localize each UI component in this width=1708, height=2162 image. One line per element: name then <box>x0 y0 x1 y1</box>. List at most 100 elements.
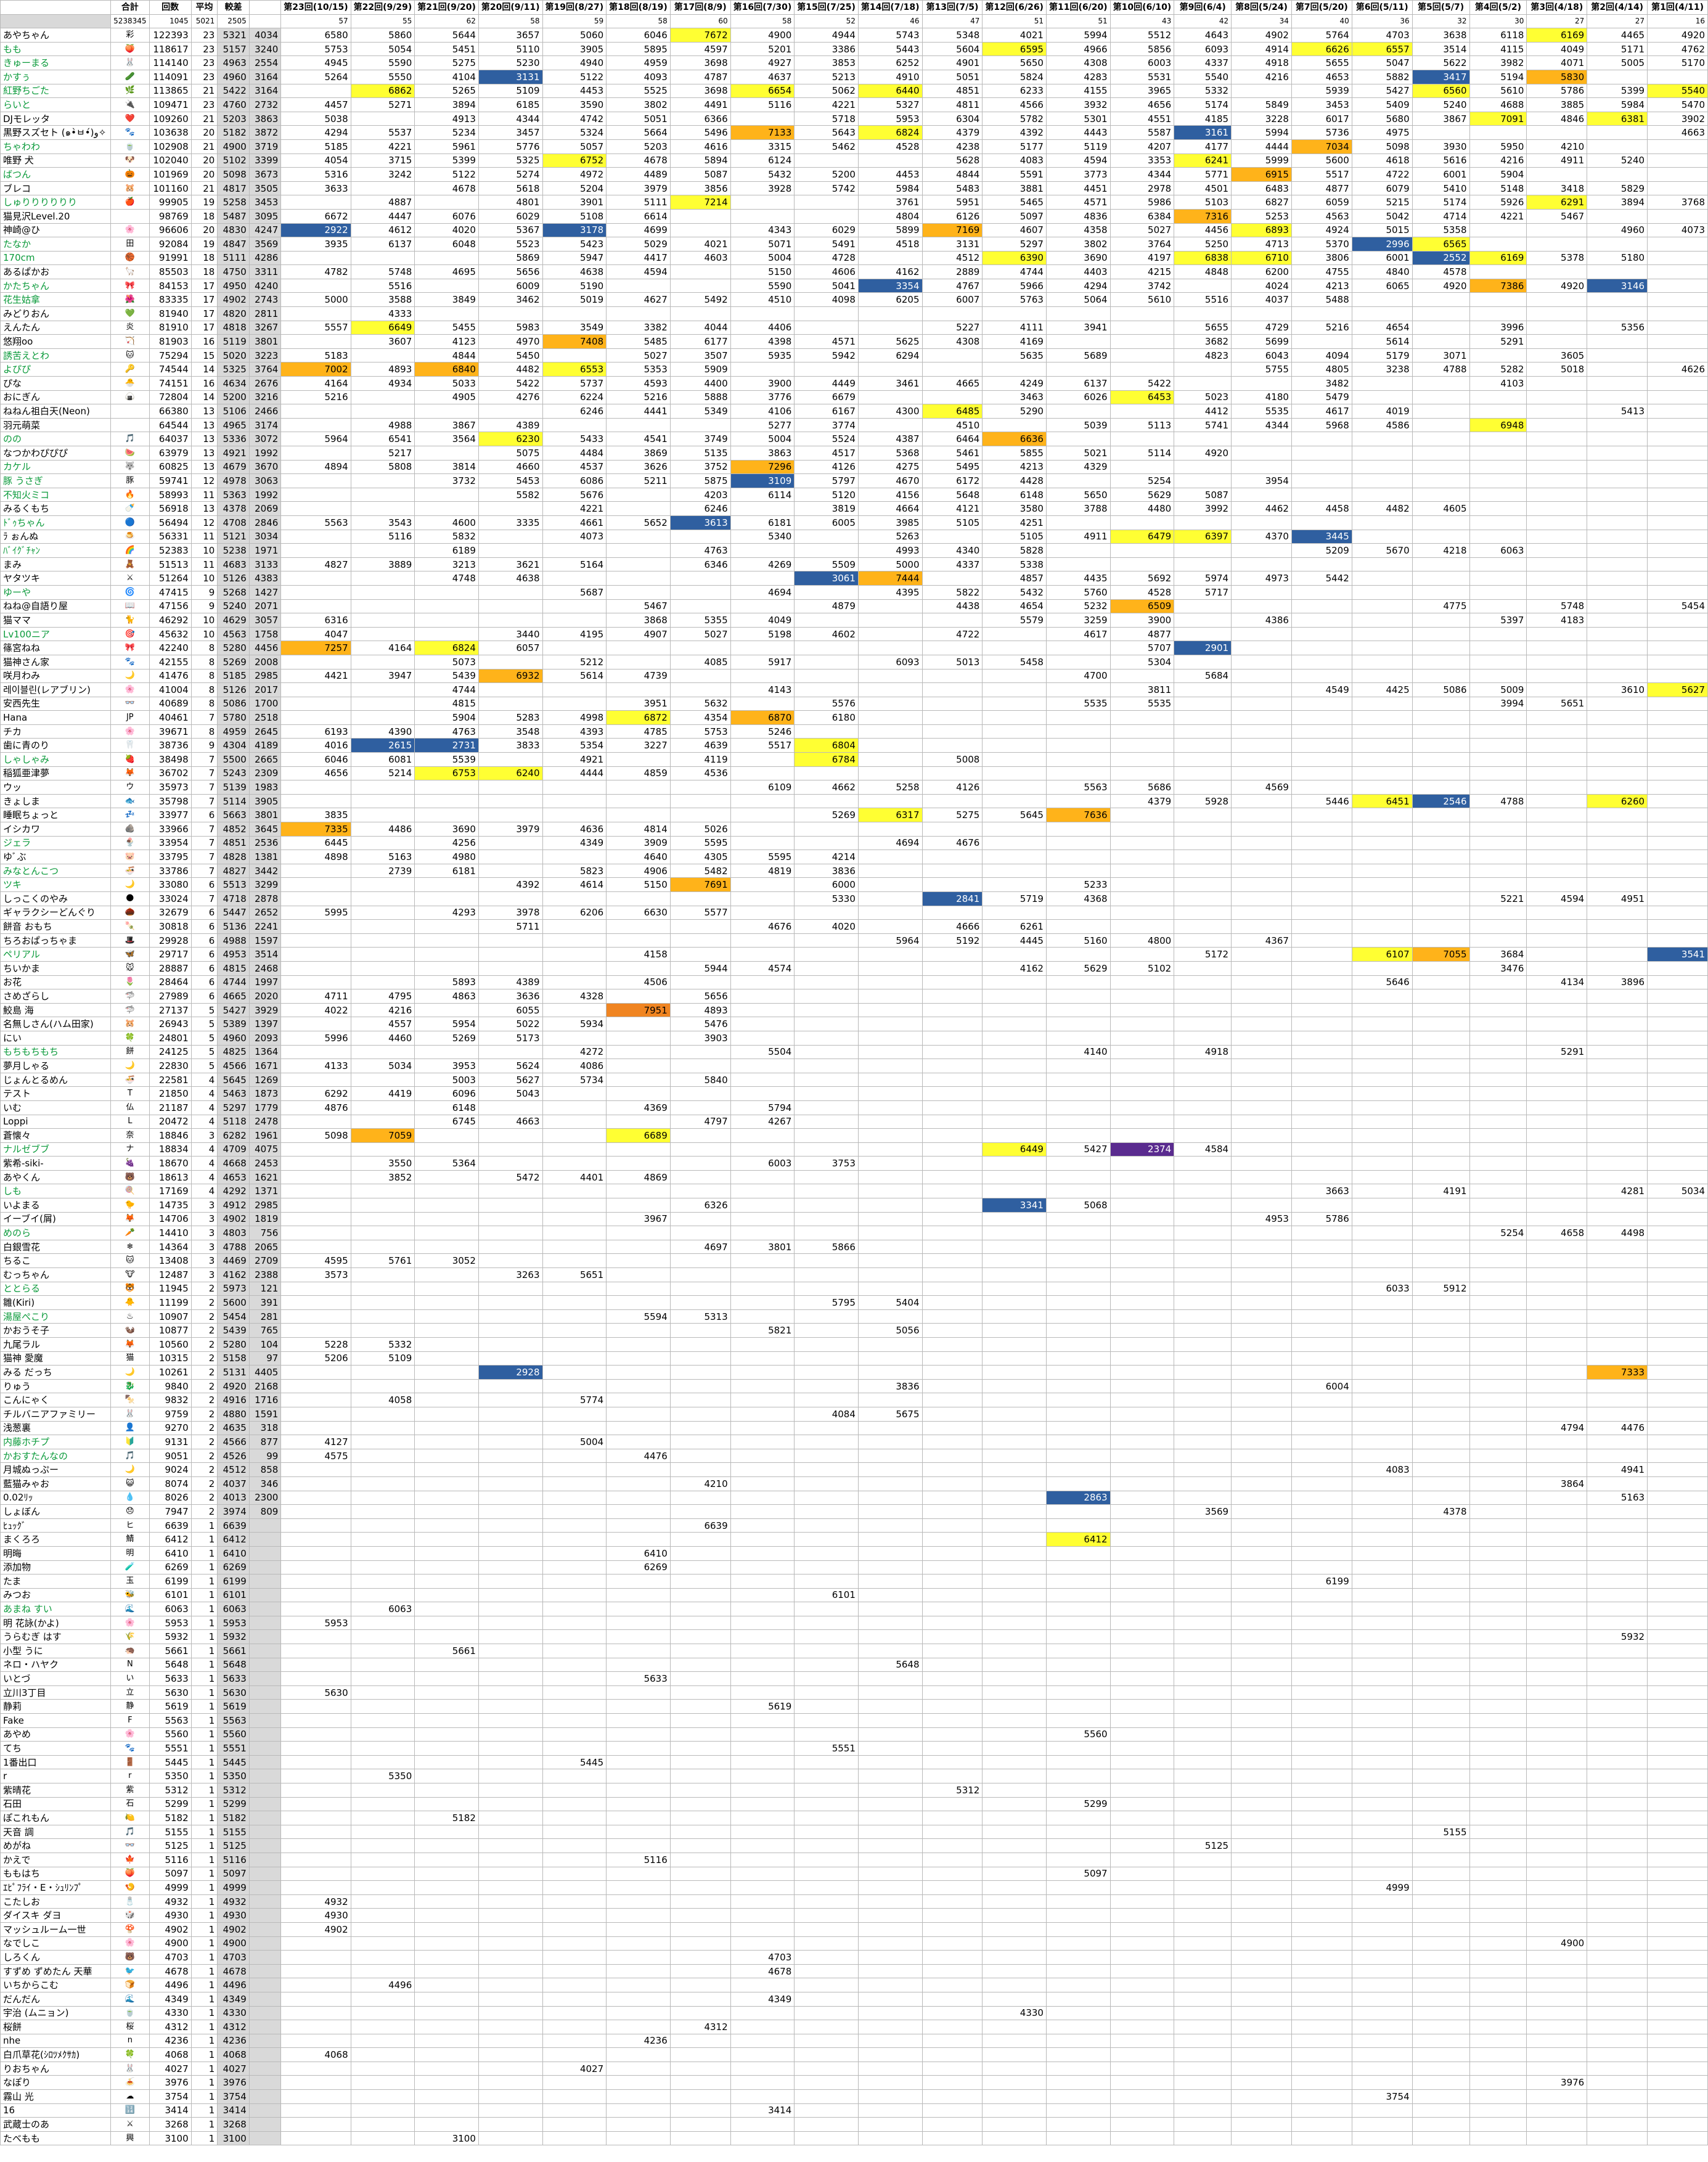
table-row[interactable]: 篠宮ねね 🎀 42240 8 5280 4456 7257 4164 6824 6057 5707 2… <box>0 641 1708 655</box>
table-row[interactable]: あやめ 🌸 5560 1 5560 5560 <box>0 1727 1708 1742</box>
table-row[interactable]: もちもちもち餅 24125 5 4825 1364 4272 5504 4140 4918 529… <box>0 1044 1708 1060</box>
table-row[interactable]: イーブイ(屑) 🦊 14706 3 4902 1819 3967 4953 5786 <box>0 1211 1708 1227</box>
table-row[interactable]: 明晦明 6410 1 6410 6410 <box>0 1546 1708 1561</box>
table-row[interactable]: 1番出口 🚪 5445 1 5445 5445 <box>0 1755 1708 1770</box>
table-row[interactable]: いむ仏 21187 4 5297 1779 4876 6148 4369 5794 <box>0 1100 1708 1115</box>
table-row[interactable]: かえで 🍁 5116 1 5116 5116 <box>0 1852 1708 1867</box>
table-row[interactable]: nhe n 4236 1 4236 4236 <box>0 2033 1708 2049</box>
table-row[interactable]: DJモレッタ ❤️ 109260 21 5203 3863 5038 4913 4344 4742… <box>0 111 1708 126</box>
table-row[interactable]: ヤタツキ ⚔ 51264 10 5126 4383 4748 4638 3061 7444 4857… <box>0 571 1708 586</box>
table-row[interactable]: 天音 調 🎵 5155 1 5155 5155 <box>0 1824 1708 1840</box>
table-row[interactable]: 0.02ﾘｯ 💧 8026 2 4013 2300 2863 5163 <box>0 1490 1708 1505</box>
table-row[interactable]: 紫希-siki- 🍇 18670 4 4668 2453 3550 5364 6003 3753 <box>0 1156 1708 1171</box>
table-row[interactable]: まみ 🧸 51513 11 4683 3133 4827 3889 3213 3621 5164 63… <box>0 557 1708 572</box>
table-row[interactable]: イシカワ 🪨 33966 7 4852 3645 7335 4486 3690 3979 4636 4… <box>0 822 1708 837</box>
table-row[interactable]: 誘苦えとわ 🐱 75294 15 5020 3223 5183 4844 5450 5027 350… <box>0 348 1708 363</box>
table-row[interactable]: チカ 🌸 39671 8 4959 2645 6193 4390 4763 3548 4393 478… <box>0 724 1708 739</box>
table-row[interactable]: ネロ・ハヤク N 5648 1 5648 5648 <box>0 1657 1708 1673</box>
table-row[interactable]: 湯屋ぺこり ♨ 10907 2 5454 281 5594 5313 <box>0 1309 1708 1324</box>
table-row[interactable]: らいと 🔌 109471 23 4760 2732 4457 5271 3894 6185 3590… <box>0 97 1708 112</box>
table-row[interactable]: かおすたんなの 🎵 9051 2 4526 99 4575 4476 <box>0 1448 1708 1464</box>
table-row[interactable]: ちるこ 🐱 13408 3 4469 2709 4595 5761 3052 <box>0 1253 1708 1269</box>
table-row[interactable]: しろくん 🐻 4703 1 4703 4703 <box>0 1950 1708 1965</box>
table-row[interactable]: ぽこれもん 🍋 5182 1 5182 5182 <box>0 1811 1708 1825</box>
table-row[interactable]: ツキ 🌙 33080 6 5513 3299 4392 4614 5150 7691 6000 523… <box>0 877 1708 892</box>
table-row[interactable]: 宇治 (ムニョン) 🍵 4330 1 4330 4330 <box>0 2005 1708 2021</box>
table-row[interactable]: 稲狐亜津夢 🦊 36702 7 5243 2309 4656 5214 6753 6240 4444… <box>0 766 1708 781</box>
table-row[interactable]: テスト T 21850 4 5463 1873 6292 4419 6096 5043 <box>0 1086 1708 1101</box>
table-row[interactable]: ﾄﾞｩちゃん 🔵 56494 12 4708 2846 5563 3543 4600 3335 46… <box>0 515 1708 530</box>
table-row[interactable]: ﾗ ぉんぬ 🍮 56331 11 5121 3034 5116 5832 4073 5340 526… <box>0 529 1708 544</box>
table-row[interactable]: よぴぴ 🔑 74544 14 5325 3764 7002 4893 6840 4482 6553 5… <box>0 362 1708 377</box>
table-row[interactable]: 豚 うさぎ豚 59741 12 4978 3063 3732 5453 6086 5211 587… <box>0 473 1708 488</box>
table-row[interactable]: ナルゼブブナ 18834 4 4709 4075 6449 5427 2374 4584 <box>0 1142 1708 1157</box>
table-row[interactable]: 猫神 愛魔猫 10315 2 5158 97 5206 5109 <box>0 1351 1708 1366</box>
table-row[interactable]: 小型 うに 🦔 5661 1 5661 5661 <box>0 1644 1708 1658</box>
table-row[interactable]: めのら 🥕 14410 3 4803 756 5254 4658 4498 <box>0 1226 1708 1240</box>
table-row[interactable]: 蒼懐々奈 18846 3 6282 1961 5098 7059 6689 <box>0 1128 1708 1143</box>
table-row[interactable]: あるぱかお 🦙 85503 18 4750 3311 4782 5748 4695 5656 463… <box>0 264 1708 279</box>
table-row[interactable]: 添加物 🧪 6269 1 6269 6269 <box>0 1560 1708 1575</box>
table-row[interactable]: きゅーまる 🐰 114140 23 4963 2554 4945 5590 5275 5230 49… <box>0 55 1708 70</box>
table-row[interactable]: 月城ぬっぷー 🌙 9024 2 4512 858 4083 4941 <box>0 1462 1708 1477</box>
table-row[interactable]: みるくもち 🍼 56918 13 4378 2069 4221 6246 3819 4664 412… <box>0 501 1708 516</box>
table-row[interactable]: 歯に青のり 🦷 38736 9 4304 4189 4016 2615 2731 3833 5354… <box>0 738 1708 753</box>
table-row[interactable]: たなか田 92084 19 4847 3569 3935 6137 6048 5523 5423 5… <box>0 237 1708 252</box>
table-row[interactable]: なぽり 🍝 3976 1 3976 3976 <box>0 2075 1708 2090</box>
table-row[interactable]: いよまる 🐤 14735 3 4912 2985 6326 3341 5068 <box>0 1198 1708 1213</box>
table-row[interactable]: 藍猫みゃお 😺 8074 2 4037 346 4210 3864 <box>0 1476 1708 1491</box>
table-row[interactable]: 紫晴花紫 5312 1 5312 5312 <box>0 1783 1708 1798</box>
table-row[interactable]: もも 🍑 118617 23 5157 3240 5753 5054 5451 5110 3905 5… <box>0 41 1708 57</box>
table-row[interactable]: じょんとるめん 🍜 22581 4 5645 1269 5003 5627 5734 5840 <box>0 1072 1708 1087</box>
table-row[interactable]: さめざらし 🦈 27989 6 4665 2020 4711 4795 4863 3636 4328… <box>0 989 1708 1004</box>
table-row[interactable]: 悠翔oo 🏹 81903 16 5119 3801 3607 4123 4970 7408 5485… <box>0 334 1708 349</box>
table-row[interactable]: 咲月わみ 🌙 41476 8 5185 2985 4421 3947 5439 6932 5614 4… <box>0 668 1708 684</box>
table-row[interactable]: おにぎん 🍙 72804 14 5200 3216 5216 4905 4276 6224 5216… <box>0 390 1708 405</box>
table-row[interactable]: しっこくのやみ 🌑 33024 7 4718 2878 5330 2841 5719 4368 52… <box>0 891 1708 906</box>
table-row[interactable]: いとづい 5633 1 5633 5633 <box>0 1671 1708 1686</box>
table-row[interactable]: りゅう 🐉 9840 2 4920 2168 3836 6004 <box>0 1378 1708 1394</box>
table-row[interactable]: しょぼん 😞 7947 2 3974 809 3569 4378 <box>0 1504 1708 1519</box>
table-row[interactable]: ｴﾋﾟﾌﾗｲ・E・ｼｭﾘﾝﾌﾟ 🍤 4999 1 4999 4999 <box>0 1880 1708 1895</box>
table-row[interactable]: あやくん 🐻 18613 4 4653 1621 3852 5472 4401 4869 <box>0 1169 1708 1185</box>
table-row[interactable]: カケル 🐺 60825 13 4679 3670 4894 5808 3814 4660 4537 3… <box>0 459 1708 475</box>
table-row[interactable]: のの 🎵 64037 13 5336 3072 5964 6541 3564 6230 5433 45… <box>0 432 1708 446</box>
table-row[interactable]: 16 🔢 3414 1 3414 3414 <box>0 2103 1708 2118</box>
table-row[interactable]: 静莉静 5619 1 5619 5619 <box>0 1699 1708 1714</box>
table-row[interactable]: 浅葱裏 👤 9270 2 4635 318 4794 4476 <box>0 1420 1708 1436</box>
table-row[interactable]: ぴな 🐣 74151 16 4634 2676 4164 4934 5033 5422 5737 45… <box>0 376 1708 391</box>
table-row[interactable]: ゆﾞぶ 🐷 33795 7 4828 1381 4898 5163 4980 4640 4305 55… <box>0 850 1708 864</box>
table-row[interactable]: えんたん炎 81910 17 4818 3267 5557 6649 5455 5983 3549… <box>0 320 1708 335</box>
table-row[interactable]: なつかわぴぴぴ 🍉 63979 13 4921 1992 5217 5075 4484 3869 5… <box>0 446 1708 461</box>
table-row[interactable]: むっちゃん 🐮 12487 3 4162 2388 3573 3263 5651 <box>0 1267 1708 1282</box>
table-row[interactable]: あやちゃん彩 122393 23 5321 4034 6580 5860 5644 3657 50… <box>0 28 1708 43</box>
table-row[interactable]: こたしお 🧂 4932 1 4932 4932 <box>0 1894 1708 1909</box>
table-row[interactable]: ウッウ 35973 7 5139 1983 6109 4662 5258 4126 5563 568… <box>0 780 1708 795</box>
table-row[interactable]: ももはち 🍑 5097 1 5097 5097 <box>0 1866 1708 1882</box>
table-row[interactable]: ちろおぱっちゃま 🎩 29928 6 4988 1597 5964 5192 4445 5160 4… <box>0 933 1708 948</box>
table-row[interactable]: めがね 👓 5125 1 5125 5125 <box>0 1838 1708 1853</box>
table-row[interactable]: ととらる 🐯 11945 2 5973 121 6033 5912 <box>0 1281 1708 1296</box>
table-row[interactable]: たま玉 6199 1 6199 6199 <box>0 1574 1708 1589</box>
table-row[interactable]: あまね すい 🌊 6063 1 6063 6063 <box>0 1602 1708 1616</box>
table-row[interactable]: チルバニアファミリー 🐰 9759 2 4880 1591 4084 5675 <box>0 1406 1708 1422</box>
table-row[interactable]: ダイスキ ダヨ 🎲 4930 1 4930 4930 <box>0 1908 1708 1923</box>
table-row[interactable]: ちゃわわ 🍵 102908 21 4900 3719 5185 4221 5961 5776 505… <box>0 139 1708 154</box>
table-row[interactable]: r r 5350 1 5350 5350 <box>0 1769 1708 1783</box>
table-row[interactable]: ギャラクシーどんぐり 🌰 32679 6 5447 2652 5995 4293 3978 620… <box>0 905 1708 920</box>
table-row[interactable]: Lv100ニア 🎯 45632 10 4563 1758 4047 3440 4195 4907 5… <box>0 626 1708 642</box>
table-row[interactable]: 九尾ラル 🦊 10560 2 5280 104 5228 5332 <box>0 1337 1708 1352</box>
table-row[interactable]: 羽元萌菜 64544 13 4965 3174 4988 3867 4389 5277 3774 4… <box>0 417 1708 433</box>
table-row[interactable]: すずめ ずめたん 天華 🐦 4678 1 4678 4678 <box>0 1963 1708 1979</box>
table-row[interactable]: こんにゃく 🍢 9832 2 4916 1716 4058 5774 <box>0 1393 1708 1407</box>
table-row[interactable]: 明 花詠(かよ) 🌸 5953 1 5953 5953 <box>0 1615 1708 1631</box>
table-row[interactable]: ねねん祖白天(Neon) 66380 13 5106 2466 6246 4441 5349 4… <box>0 404 1708 419</box>
table-row[interactable]: ゆーや 🌀 47415 9 5268 1427 5687 4694 4395 5822 5432 57… <box>0 584 1708 600</box>
table-row[interactable]: いちからこむ 🍞 4496 1 4496 4496 <box>0 1978 1708 1992</box>
table-row[interactable]: みる だっち 🌙 10261 2 5131 4405 2928 7333 <box>0 1365 1708 1380</box>
table-row[interactable]: 桜餅桜 4312 1 4312 4312 <box>0 2020 1708 2034</box>
table-row[interactable]: かたちゃん 🎀 84153 17 4950 4240 5516 6009 5190 5590 504… <box>0 278 1708 293</box>
table-row[interactable]: かすぅ 🥒 114091 23 4960 3164 5264 5550 4104 3131 5122… <box>0 69 1708 84</box>
table-row[interactable]: 170cm 🏀 91991 18 5111 4286 5869 5947 4417 4603 500… <box>0 250 1708 266</box>
table-row[interactable]: しゅりりりりりり 🍎 99905 19 5258 3453 4887 4801 3901 5111… <box>0 195 1708 210</box>
